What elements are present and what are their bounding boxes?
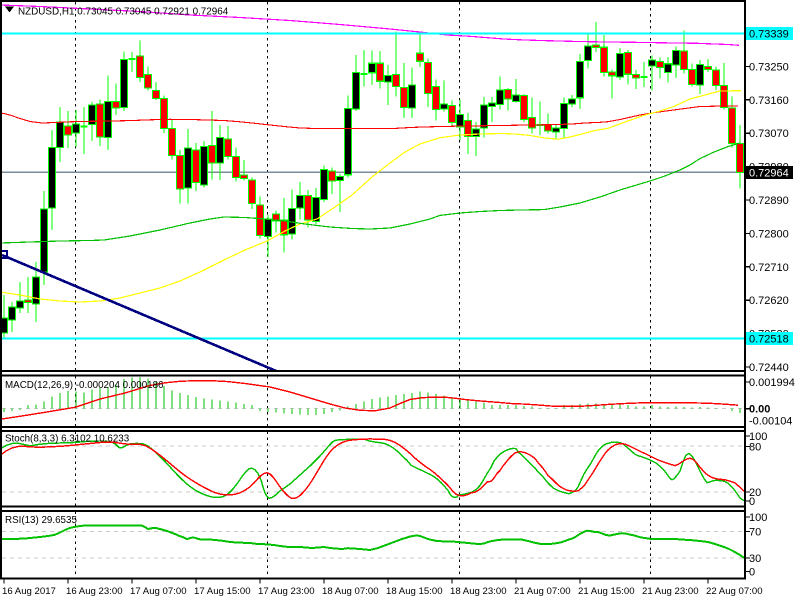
svg-text:21 Aug 23:00: 21 Aug 23:00: [642, 586, 699, 597]
svg-text:70: 70: [749, 527, 761, 539]
svg-text:0.73160: 0.73160: [749, 95, 789, 107]
svg-text:100: 100: [749, 431, 767, 443]
svg-text:0.72620: 0.72620: [749, 295, 789, 307]
svg-text:-0.00104: -0.00104: [749, 416, 792, 428]
svg-text:0: 0: [749, 496, 755, 508]
svg-text:17 Aug 23:00: 17 Aug 23:00: [258, 586, 315, 597]
svg-text:0.72964: 0.72964: [749, 168, 789, 180]
svg-text:0.72710: 0.72710: [749, 262, 789, 274]
svg-text:0.73339: 0.73339: [749, 29, 789, 41]
svg-text:16 Aug 2017: 16 Aug 2017: [2, 586, 56, 597]
svg-text:0.73070: 0.73070: [749, 128, 789, 140]
svg-text:RSI(13) 29.6535: RSI(13) 29.6535: [5, 515, 77, 526]
svg-text:18 Aug 23:00: 18 Aug 23:00: [450, 586, 507, 597]
svg-text:21 Aug 15:00: 21 Aug 15:00: [578, 586, 635, 597]
svg-text:0.73250: 0.73250: [749, 61, 789, 73]
svg-text:MACD(12,26,9) -0.000204 0.0001: MACD(12,26,9) -0.000204 0.000186: [5, 380, 164, 391]
svg-text:80: 80: [749, 442, 761, 454]
svg-text:17 Aug 07:00: 17 Aug 07:00: [130, 586, 187, 597]
svg-text:0.72440: 0.72440: [749, 362, 789, 374]
svg-text:30: 30: [749, 553, 761, 565]
svg-text:0.72518: 0.72518: [749, 334, 789, 346]
svg-text:0.001994: 0.001994: [749, 377, 795, 389]
svg-text:0.72800: 0.72800: [749, 228, 789, 240]
svg-text:20: 20: [749, 487, 761, 499]
svg-text:17 Aug 15:00: 17 Aug 15:00: [194, 586, 251, 597]
svg-text:0.00: 0.00: [749, 404, 770, 416]
svg-text:21 Aug 07:00: 21 Aug 07:00: [514, 586, 571, 597]
svg-text:0.72890: 0.72890: [749, 195, 789, 207]
svg-text:Stoch(8,3,3) 6.3102 10.6233: Stoch(8,3,3) 6.3102 10.6233: [5, 434, 130, 445]
svg-text:100: 100: [749, 512, 767, 524]
svg-text:0: 0: [749, 567, 755, 579]
svg-text:18 Aug 07:00: 18 Aug 07:00: [322, 586, 379, 597]
svg-text:22 Aug 07:00: 22 Aug 07:00: [706, 586, 763, 597]
svg-text:16 Aug 23:00: 16 Aug 23:00: [66, 586, 123, 597]
svg-text:NZDUSD,H1 0.73045 0.73045 0.72: NZDUSD,H1 0.73045 0.73045 0.72921 0.7296…: [18, 7, 229, 18]
svg-text:18 Aug 15:00: 18 Aug 15:00: [386, 586, 443, 597]
